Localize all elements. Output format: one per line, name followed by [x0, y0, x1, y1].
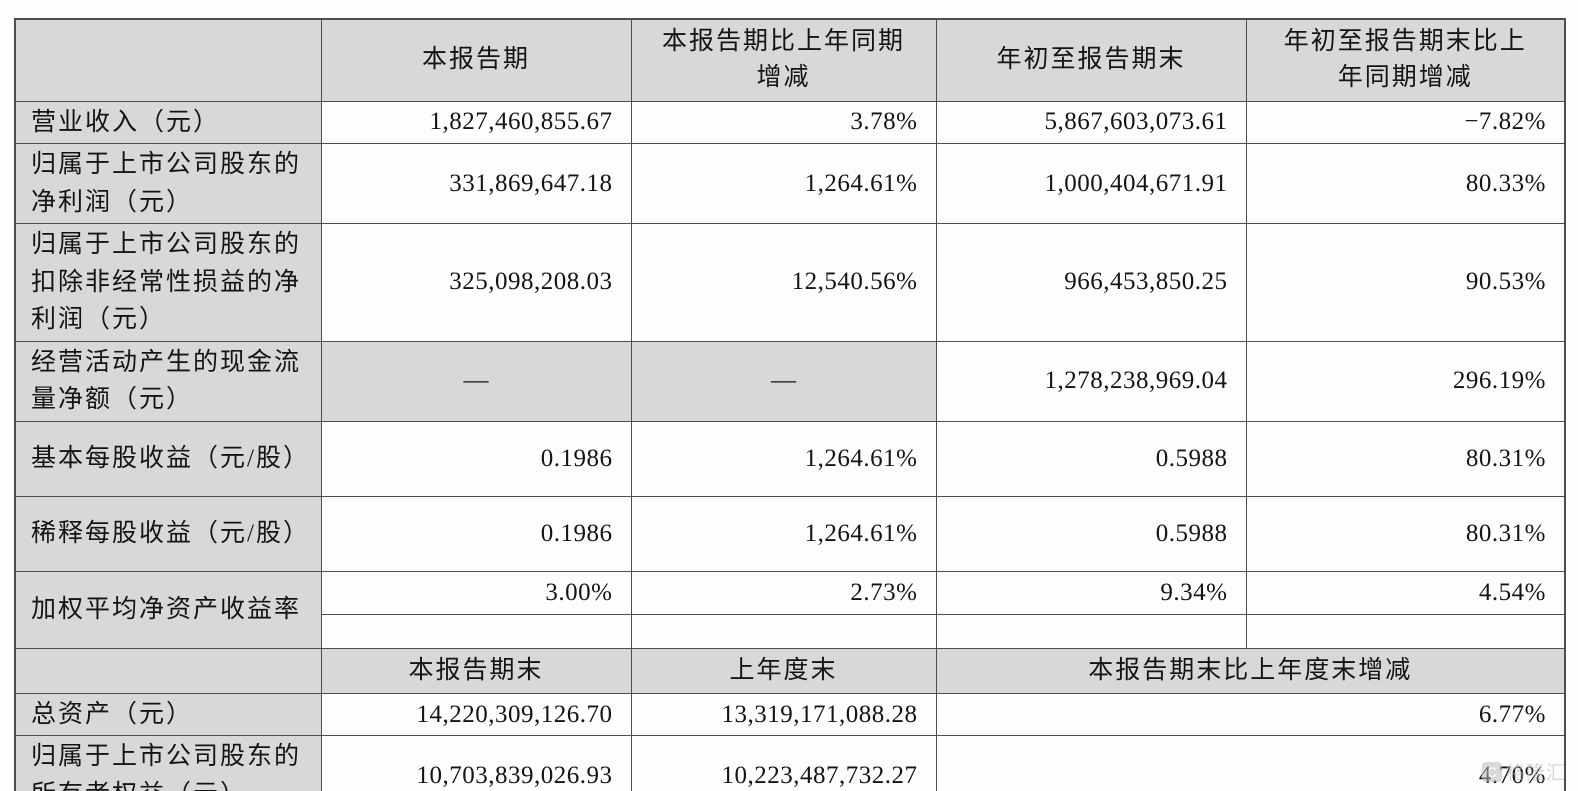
row-label: 归属于上市公司股东的净利润（元）: [14, 143, 322, 224]
cell-yoy: 1,264.61%: [630, 143, 937, 224]
header-row-period-end: 本报告期末 上年度末 本报告期末比上年度末增减: [14, 647, 1566, 694]
header-current-period-yoy: 本报告期比上年同期增减: [630, 18, 937, 102]
cell-ytd-yoy: −7.82%: [1245, 100, 1566, 144]
table-row-revenue: 营业收入（元） 1,827,460,855.67 3.78% 5,867,603…: [14, 100, 1566, 144]
cell-ytd-yoy: 296.19%: [1245, 340, 1566, 422]
cell-current: 0.1986: [320, 420, 632, 497]
spacer-cell: [320, 613, 632, 649]
cell-current-dash: —: [320, 340, 632, 422]
cell-yoy: 2.73%: [630, 570, 937, 615]
spacer-cell: [630, 613, 937, 649]
header-end-current: 本报告期末: [320, 647, 632, 694]
cell-ytd-yoy: 80.33%: [1245, 143, 1566, 224]
cell-current: 325,098,208.03: [320, 223, 632, 342]
row-label: 稀释每股收益（元/股）: [14, 495, 322, 572]
table-row-net-profit: 归属于上市公司股东的净利润（元） 331,869,647.18 1,264.61…: [14, 143, 1566, 224]
cell-ytd-yoy: 80.31%: [1245, 420, 1566, 497]
table-row-weighted-roe: 加权平均净资产收益率 3.00% 2.73% 9.34% 4.54%: [14, 570, 1566, 649]
row-label: 基本每股收益（元/股）: [14, 420, 322, 497]
cell-yoy-dash: —: [630, 340, 937, 422]
gelonghui-watermark: C 格隆汇: [1481, 758, 1566, 785]
header-ytd: 年初至报告期末: [935, 18, 1247, 102]
header-end-change: 本报告期末比上年度末增减: [935, 647, 1566, 694]
row-label: 加权平均净资产收益率: [14, 570, 322, 649]
row-label: 营业收入（元）: [14, 100, 322, 144]
table-row-basic-eps: 基本每股收益（元/股） 0.1986 1,264.61% 0.5988 80.3…: [14, 420, 1566, 497]
header-ytd-yoy: 年初至报告期末比上年同期增减: [1245, 18, 1566, 102]
cell-ytd-yoy: 90.53%: [1245, 223, 1566, 342]
cell-ytd: 966,453,850.25: [935, 223, 1247, 342]
cell-current: 3.00%: [320, 570, 632, 615]
cell-ytd: 1,000,404,671.91: [935, 143, 1247, 224]
cell-yoy: 12,540.56%: [630, 223, 937, 342]
cell-yoy: 1,264.61%: [630, 495, 937, 572]
table-row-owners-equity: 归属于上市公司股东的所有者权益（元） 10,703,839,026.93 10,…: [14, 735, 1566, 791]
financial-summary-table: 本报告期 本报告期比上年同期增减 年初至报告期末 年初至报告期末比上年同期增减 …: [14, 18, 1566, 791]
cell-current: 1,827,460,855.67: [320, 100, 632, 144]
cell-current: 331,869,647.18: [320, 143, 632, 224]
row-label: 归属于上市公司股东的所有者权益（元）: [14, 735, 322, 791]
cell-yoy: 1,264.61%: [630, 420, 937, 497]
cell-ytd: 0.5988: [935, 420, 1247, 497]
cell-end-current: 14,220,309,126.70: [320, 692, 632, 737]
cell-ytd: 5,867,603,073.61: [935, 100, 1247, 144]
watermark-text: 格隆汇: [1505, 763, 1566, 784]
cell-end-change: 4.70%: [935, 735, 1566, 791]
header2-blank-cell: [14, 647, 322, 694]
cell-end-prev: 10,223,487,732.27: [630, 735, 937, 791]
table-row-total-assets: 总资产（元） 14,220,309,126.70 13,319,171,088.…: [14, 692, 1566, 737]
header-blank-cell: [14, 18, 322, 102]
cell-yoy: 3.78%: [630, 100, 937, 144]
spacer-cell: [1245, 613, 1566, 649]
gelonghui-logo-icon: C: [1481, 761, 1502, 782]
cell-ytd: 0.5988: [935, 495, 1247, 572]
cell-ytd-yoy: 4.54%: [1245, 570, 1566, 615]
spacer-cell: [935, 613, 1247, 649]
cell-ytd: 9.34%: [935, 570, 1247, 615]
cell-ytd: 1,278,238,969.04: [935, 340, 1247, 422]
row-label: 总资产（元）: [14, 692, 322, 737]
cell-end-current: 10,703,839,026.93: [320, 735, 632, 791]
cell-end-prev: 13,319,171,088.28: [630, 692, 937, 737]
header-row-period: 本报告期 本报告期比上年同期增减 年初至报告期末 年初至报告期末比上年同期增减: [14, 18, 1566, 102]
row-label: 归属于上市公司股东的扣除非经常性损益的净利润（元）: [14, 223, 322, 342]
header-end-prev: 上年度末: [630, 647, 937, 694]
cell-current: 0.1986: [320, 495, 632, 572]
cell-end-change: 6.77%: [935, 692, 1566, 737]
cell-ytd-yoy: 80.31%: [1245, 495, 1566, 572]
table-row-diluted-eps: 稀释每股收益（元/股） 0.1986 1,264.61% 0.5988 80.3…: [14, 495, 1566, 572]
table-row-operating-cashflow: 经营活动产生的现金流量净额（元） — — 1,278,238,969.04 29…: [14, 340, 1566, 422]
row-label: 经营活动产生的现金流量净额（元）: [14, 340, 322, 422]
table-row-net-profit-deducted: 归属于上市公司股东的扣除非经常性损益的净利润（元） 325,098,208.03…: [14, 223, 1566, 342]
header-current-period: 本报告期: [320, 18, 632, 102]
